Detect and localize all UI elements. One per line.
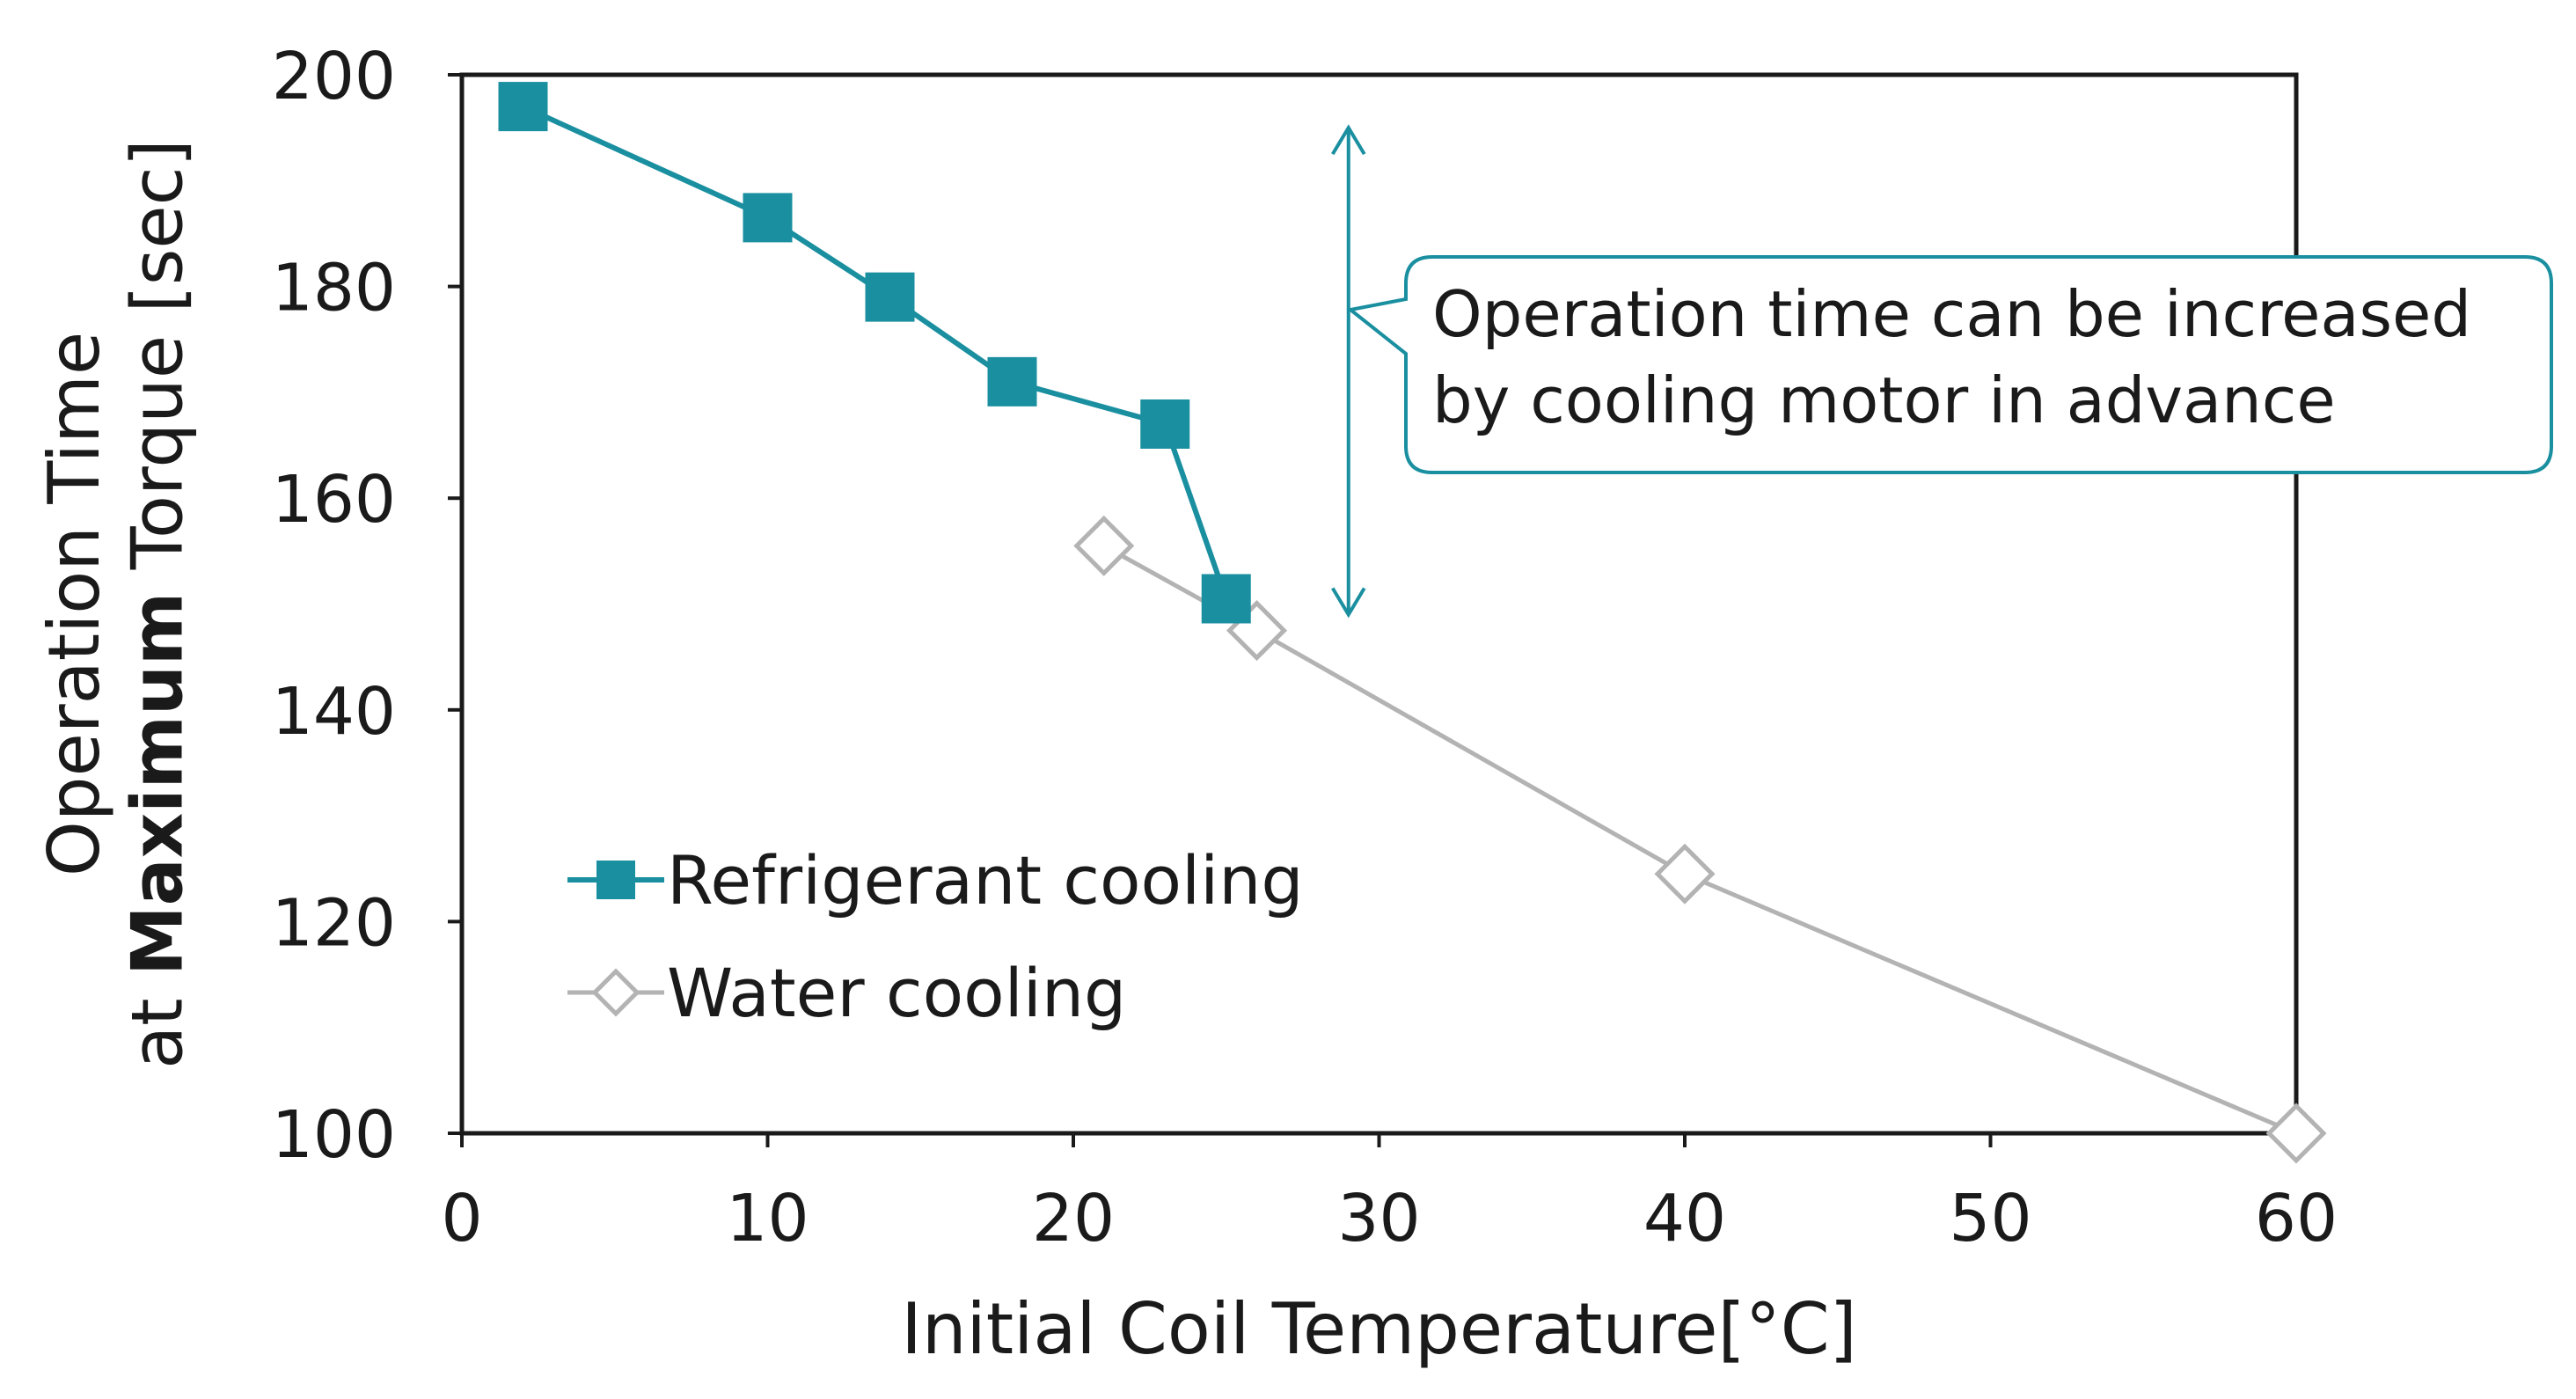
axes-layer: 0 10 20 30 40 50 60 100 120 140 160 180 200 Initial C… xyxy=(33,39,2338,1370)
annotation-layer: Operation time can be increased by coolin… xyxy=(1331,124,2553,619)
annotation-text-line: Operation time can be increased xyxy=(1432,277,2471,351)
refrigerant-cooling-point xyxy=(498,82,548,132)
annotation-arrow-head-top xyxy=(1331,124,1366,156)
y-axis-title: Operation Time at Maximum Torque [sec] xyxy=(33,139,198,1069)
annotation-text-line: by cooling motor in advance xyxy=(1432,363,2336,437)
x-tick-label: 50 xyxy=(1949,1181,2031,1256)
y-axis-title-line1: Operation Time xyxy=(33,332,115,876)
y-tick-label: 160 xyxy=(272,462,396,538)
x-tick-label: 20 xyxy=(1032,1181,1115,1256)
legend-layer: Refrigerant cooling Water cooling xyxy=(567,841,1304,1032)
x-tick-label: 40 xyxy=(1643,1181,1726,1256)
x-axis-title: Initial Coil Temperature[°C] xyxy=(901,1288,1857,1370)
y-tick-label: 180 xyxy=(272,251,396,326)
legend-label-water-cooling: Water cooling xyxy=(667,954,1126,1032)
legend-marker-refrigerant-cooling xyxy=(596,861,635,899)
x-tick-label: 60 xyxy=(2255,1181,2338,1256)
refrigerant-cooling-line xyxy=(522,104,1229,600)
refrigerant-cooling-point xyxy=(987,356,1037,407)
y-axis-title-line2-prefix: at xyxy=(116,976,198,1069)
y-axis-title-line2-bold: Maximum xyxy=(116,592,198,976)
water-cooling-point xyxy=(1073,515,1135,576)
refrigerant-cooling-point xyxy=(865,272,915,322)
y-tick-label: 100 xyxy=(272,1097,396,1173)
y-axis-title-line2-suffix: Torque [sec] xyxy=(116,139,198,592)
annotation-arrow-head-bottom xyxy=(1331,587,1366,619)
x-tick-label: 0 xyxy=(441,1181,482,1256)
y-tick-label: 140 xyxy=(272,674,396,750)
refrigerant-cooling-point xyxy=(743,193,793,243)
series-layer xyxy=(498,82,2327,1164)
annotation-callout-box xyxy=(1346,255,2553,474)
water-cooling-line xyxy=(1102,544,2297,1136)
legend-marker-water-cooling xyxy=(591,968,640,1017)
x-tick-label: 10 xyxy=(726,1181,809,1256)
x-tick-label: 30 xyxy=(1337,1181,1420,1256)
y-tick-label: 200 xyxy=(272,39,396,114)
legend-label-refrigerant-cooling: Refrigerant cooling xyxy=(667,841,1304,919)
refrigerant-cooling-point xyxy=(1201,574,1251,624)
water-cooling-point xyxy=(2265,1102,2327,1164)
refrigerant-cooling-point xyxy=(1140,399,1190,449)
y-tick-label: 120 xyxy=(272,885,396,961)
water-cooling-point xyxy=(1654,843,1716,905)
